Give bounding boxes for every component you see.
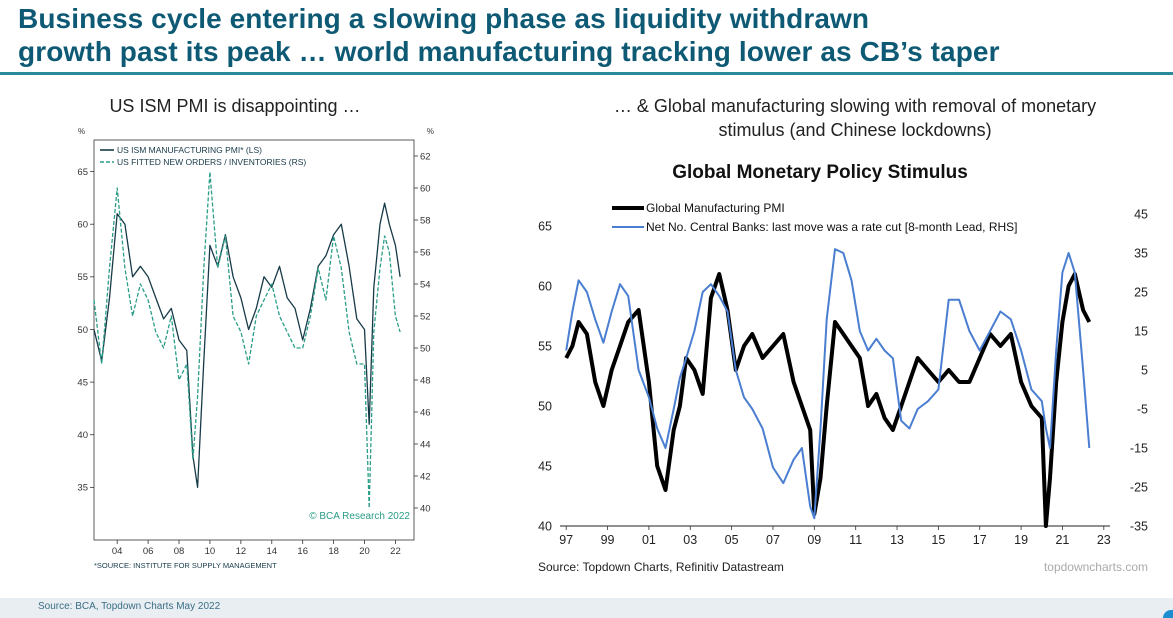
x-tick-label: 20 xyxy=(359,546,370,557)
right-y-tick-label: 42 xyxy=(420,471,431,482)
x-tick-label: 18 xyxy=(328,546,339,557)
left-plot-frame xyxy=(93,139,415,541)
left-y-tick-label: 40 xyxy=(538,519,552,533)
x-tick-label: 97 xyxy=(559,533,573,547)
x-tick-label: 07 xyxy=(766,533,780,547)
legend-label-banks: Net No. Central Banks: last move was a r… xyxy=(646,220,1018,234)
x-tick-label: 21 xyxy=(1055,533,1069,547)
right-subtitle-line-2: stimulus (and Chinese lockdowns) xyxy=(718,120,992,140)
left-y-tick-label: 60 xyxy=(77,220,88,231)
left-y-tick-label: 40 xyxy=(77,430,88,441)
right-y-tick-label: -15 xyxy=(1130,441,1148,455)
us-ism-pmi-chart: % % 04 06 08 10 12 14 16 18 20 22 35 40 45 50 55 60 65 40… xyxy=(77,127,434,570)
right-y-tick-label: 58 xyxy=(420,215,431,226)
legend-label-pmi: Global Manufacturing PMI xyxy=(646,201,785,215)
x-tick-label: 16 xyxy=(297,546,308,557)
right-y-tick-label: 46 xyxy=(420,407,431,418)
left-axis-unit: % xyxy=(78,127,85,136)
right-y-tick-label: 15 xyxy=(1134,324,1148,338)
left-y-tick-label: 45 xyxy=(538,459,552,473)
series-line-global-pmi xyxy=(564,272,1092,528)
right-y-tick-label: 35 xyxy=(1134,246,1148,260)
topdowncharts-watermark: topdowncharts.com xyxy=(1044,560,1148,574)
x-tick-label: 05 xyxy=(725,533,739,547)
right-y-tick-label: 56 xyxy=(420,247,431,258)
left-y-tick-label: 35 xyxy=(77,483,88,494)
series-line-ism-pmi xyxy=(93,202,401,489)
right-y-tick-label: 5 xyxy=(1141,363,1148,377)
x-tick-label: 99 xyxy=(601,533,615,547)
right-y-tick-label: 44 xyxy=(420,439,431,450)
x-tick-label: 22 xyxy=(390,546,401,557)
x-tick-label: 14 xyxy=(266,546,277,557)
footer-bar: Source: BCA, Topdown Charts May 2022 xyxy=(0,598,1173,618)
x-tick-label: 03 xyxy=(683,533,697,547)
x-tick-label: 10 xyxy=(205,546,216,557)
bca-watermark: © BCA Research 2022 xyxy=(309,511,410,522)
right-y-tick-label: 50 xyxy=(420,343,431,354)
left-y-tick-label: 55 xyxy=(538,339,552,353)
x-tick-label: 19 xyxy=(1014,533,1028,547)
series-line-new-orders-inventories xyxy=(93,171,401,509)
left-y-tick-label: 60 xyxy=(538,279,552,293)
x-tick-label: 13 xyxy=(890,533,904,547)
right-y-tick-label: 45 xyxy=(1134,207,1148,221)
right-y-tick-label: 25 xyxy=(1134,285,1148,299)
left-y-tick-label: 50 xyxy=(538,399,552,413)
x-tick-label: 01 xyxy=(642,533,656,547)
x-tick-label: 09 xyxy=(807,533,821,547)
x-tick-label: 23 xyxy=(1097,533,1111,547)
right-chart-legend: Global Manufacturing PMI Net No. Central… xyxy=(612,201,1018,234)
left-chart-legend: US ISM MANUFACTURING PMI* (LS) US FITTED… xyxy=(100,145,306,167)
x-tick-label: 12 xyxy=(236,546,247,557)
left-y-tick-label: 50 xyxy=(77,325,88,336)
right-y-tick-label: 62 xyxy=(420,151,431,162)
x-tick-label: 04 xyxy=(112,546,123,557)
x-tick-label: 15 xyxy=(931,533,945,547)
right-y-tick-label: 52 xyxy=(420,311,431,322)
right-y-tick-label: 48 xyxy=(420,375,431,386)
slide-title-line-1: Business cycle entering a slowing phase … xyxy=(18,3,870,34)
x-tick-label: 17 xyxy=(973,533,987,547)
right-y-tick-label: -35 xyxy=(1130,519,1148,533)
x-tick-label: 08 xyxy=(174,546,185,557)
left-y-tick-label: 65 xyxy=(538,219,552,233)
right-y-tick-label: 60 xyxy=(420,183,431,194)
footer-source: Source: BCA, Topdown Charts May 2022 xyxy=(38,601,221,612)
left-y-tick-label: 55 xyxy=(77,272,88,283)
right-y-tick-label: 40 xyxy=(420,503,431,514)
left-y-tick-label: 45 xyxy=(77,377,88,388)
right-axis-unit: % xyxy=(427,127,434,136)
x-tick-label: 06 xyxy=(143,546,154,557)
legend-label-orders: US FITTED NEW ORDERS / INVENTORIES (RS) xyxy=(117,157,306,167)
left-y-tick-label: 65 xyxy=(77,167,88,178)
series-line-central-banks xyxy=(565,248,1091,520)
legend-label-ism: US ISM MANUFACTURING PMI* (LS) xyxy=(117,145,262,155)
right-y-tick-label: -5 xyxy=(1137,402,1148,416)
title-divider xyxy=(0,72,1173,75)
right-y-tick-label: 54 xyxy=(420,279,431,290)
left-chart-footnote: *SOURCE: INSTITUTE FOR SUPPLY MANAGEMENT xyxy=(94,561,277,570)
right-y-tick-label: -25 xyxy=(1130,480,1148,494)
left-panel-subtitle: US ISM PMI is disappointing … xyxy=(109,96,361,116)
right-chart-source: Source: Topdown Charts, Refinitiv Datast… xyxy=(538,560,784,574)
slide-title: Business cycle entering a slowing phase … xyxy=(18,2,1168,68)
x-tick-label: 11 xyxy=(849,533,862,547)
right-subtitle-line-1: … & Global manufacturing slowing with re… xyxy=(613,96,1097,116)
corner-accent xyxy=(1163,610,1173,618)
slide-title-line-2: growth past its peak … world manufacturi… xyxy=(18,36,1000,67)
global-monetary-stimulus-chart: Global Monetary Policy Stimulus 97 99 01 03… xyxy=(538,162,1148,574)
right-chart-title: Global Monetary Policy Stimulus xyxy=(672,162,968,183)
right-panel-subtitle: … & Global manufacturing slowing with re… xyxy=(540,94,1170,142)
